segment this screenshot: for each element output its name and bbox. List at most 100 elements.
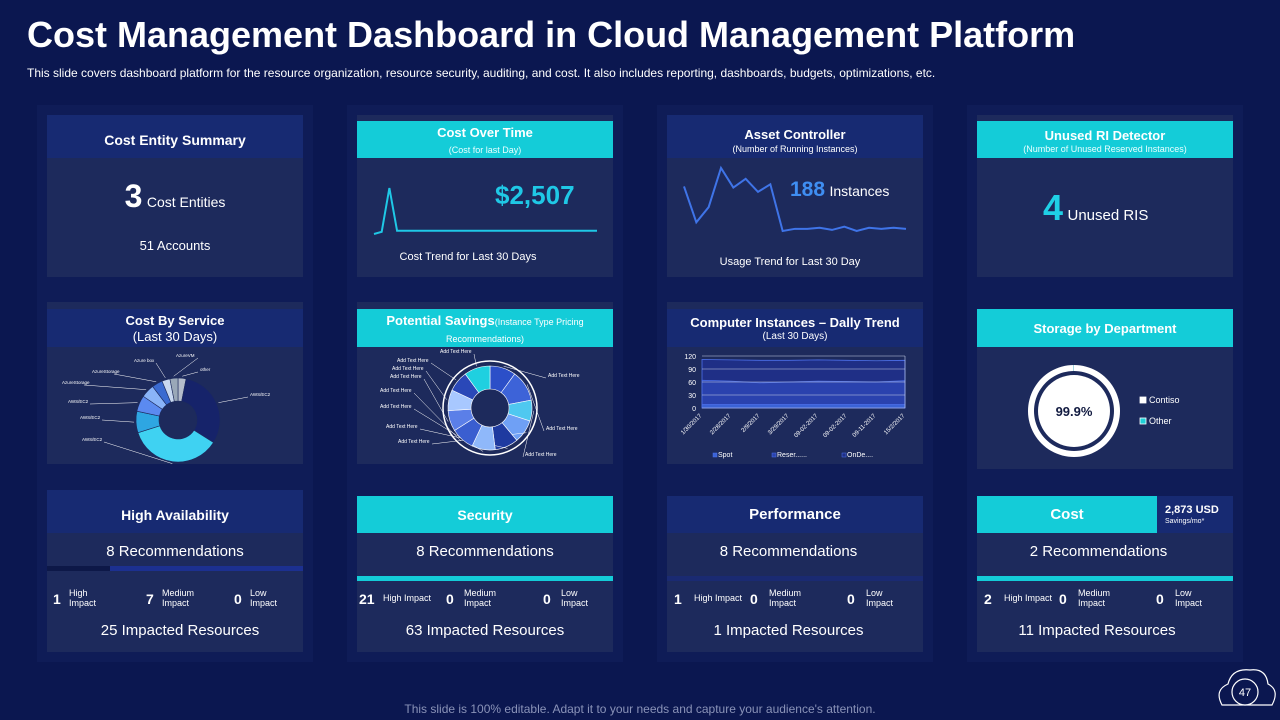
leader-line [103,441,173,464]
y-tick-label: 30 [688,393,696,400]
slice-label: AWS/EC2 [82,437,103,442]
slice-label: AWS/EC2 [250,392,271,397]
impact-label: Medium Impact [464,588,497,608]
slice-label: Add Text Here [525,452,557,458]
legend-marker [841,452,847,458]
impact-count: 0 [446,591,454,607]
metric: 4 Unused RIS [1043,187,1148,229]
card-subtitle: (Cost for last Day) [448,145,522,155]
card-title: High Availability [121,507,229,523]
savings-box [1157,496,1233,533]
metric: 188 Instances [790,178,889,202]
card-header [357,121,613,158]
slice-label: Add Text Here [390,374,422,380]
leader-line [173,357,199,377]
slice-label: AWS/EC2 [80,415,101,420]
impact-count: 21 [359,591,375,607]
slice-label: AzureStorage [92,369,120,374]
metric: 3 Cost Entities [47,178,303,215]
card-header [977,496,1157,533]
impact-count: 0 [543,591,551,607]
recommendations: 2 Recommendations [1029,543,1168,560]
slice-label: Azure box [134,358,155,363]
impact-count: 2 [984,591,992,607]
x-tick-label: 2/28/2017 [709,413,733,437]
impact-count: 7 [146,591,154,607]
x-tick-label: 3/29/2017 [767,413,791,437]
slice-label: Add Text Here [398,439,430,445]
impact-count: 1 [53,591,61,607]
card-header [47,490,303,533]
leader-line [101,419,135,423]
metric-value: 4 [1043,187,1064,228]
progress-bar [110,566,303,571]
slice-label: Add Text Here [380,388,412,394]
recommendations: 8 Recommendations [106,543,244,560]
donut-ring [442,360,538,456]
legend-marker [1139,396,1147,404]
leader-line [113,373,157,383]
impacted-resources: 11 Impacted Resources [1018,622,1176,639]
leader-line [503,365,547,379]
x-tick-label: 09-02-2017 [793,413,819,439]
card-header [667,115,923,158]
card-header [667,309,923,347]
card-title: Potential Savings(Instance Type Pricing … [367,313,603,347]
metric-value: 188 [790,178,826,201]
leader-line [218,396,249,403]
progress-bar [47,566,110,571]
card-title: Performance [749,506,841,523]
slice-label: Add Text Here [392,366,424,372]
slice-label: Add Text Here [440,349,472,355]
slice-label: Add Text Here [386,424,418,430]
slice-label: AzureVM [176,353,195,358]
title-note: (Instance Type Pricing Recommendations) [445,317,584,344]
card-title: Security [457,507,513,523]
footer: This slide is 100% editable. Adapt it to… [404,702,876,716]
impact-label: High Impact [1004,593,1053,603]
savings-note: Savings/mo* [1165,518,1205,525]
leader-line [425,370,447,400]
impact-label: Medium Impact [162,588,195,608]
y-tick-label: 60 [688,380,696,387]
area [701,379,906,409]
legend-marker [712,452,718,458]
progress-bar [357,576,613,581]
impact-label: Low Impact [1175,588,1203,608]
leader-line [182,371,199,377]
legend-label: Contiso [1149,395,1180,405]
savings-value: 2,873 USD [1165,504,1219,516]
slice-label: AzureStorage [62,380,90,385]
impact-label: High Impact [69,588,97,608]
impact-label: Low Impact [561,588,589,608]
title-main: Potential Savings [386,313,495,328]
impact-count: 0 [1156,591,1164,607]
impacted-resources: 63 Impacted Resources [405,622,565,639]
impact-count: 1 [674,591,682,607]
x-tick-label: 1/30/2017 [680,413,704,437]
impact-count: 0 [234,591,242,607]
impacted-resources: 25 Impacted Resources [100,622,260,639]
metric-label: Unused RIS [1067,207,1149,224]
recommendations: 8 Recommendations [719,543,858,560]
card-header [47,309,303,347]
impact-count: 0 [847,591,855,607]
leader-line [423,378,449,422]
leader-line [526,384,545,432]
x-tick-label: 15/2/2017 [883,413,907,437]
impact-count: 0 [1059,591,1067,607]
caption: Usage Trend for Last 30 Day [719,256,861,268]
card-header [977,121,1233,158]
impact-label: High Impact [383,593,432,603]
impact-label: Medium Impact [1078,588,1111,608]
leader-line [413,392,462,442]
metric-label: Instances [829,183,890,199]
caption: Cost Trend for Last 30 Days [399,251,537,263]
y-tick-label: 120 [684,354,696,361]
progress-bar [977,576,1233,581]
card-title: Cost By Service [125,313,225,328]
legend-label: Reser...... [777,452,807,459]
x-tick-label: 2/9/2017 [741,413,762,434]
card-title: Unused RI Detector [1044,128,1166,143]
